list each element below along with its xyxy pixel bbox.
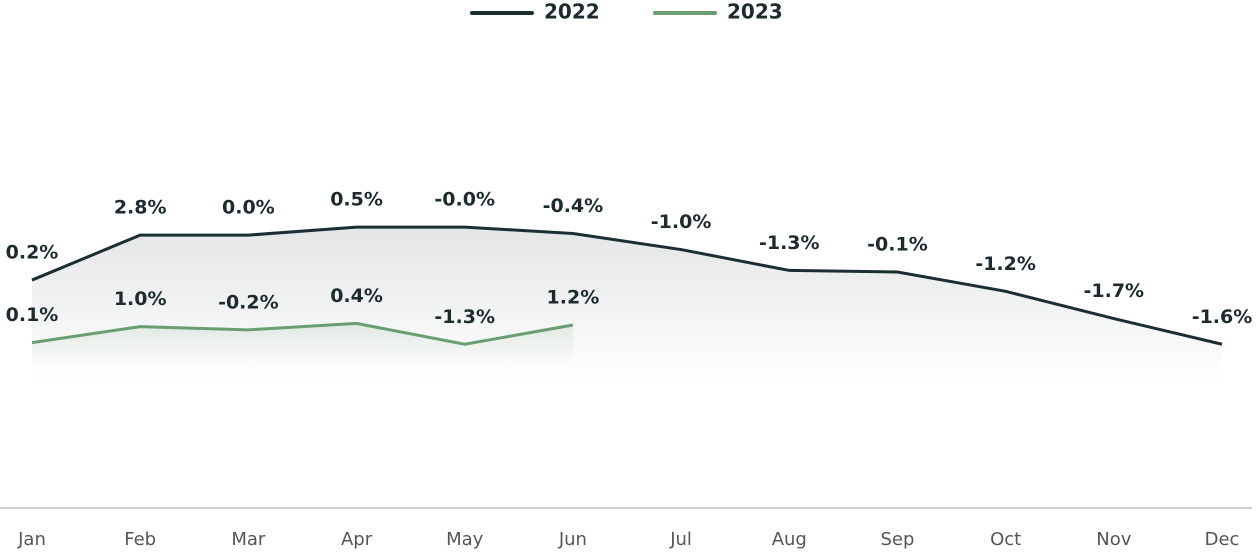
data-label: -0.2% [218, 291, 279, 313]
data-label: 0.0% [222, 197, 275, 219]
line [31, 321, 574, 346]
data-label: 2.8% [114, 197, 167, 219]
x-tick-label: Feb [124, 529, 156, 550]
data-label: 1.2% [547, 287, 600, 309]
data-label: -0.0% [434, 189, 495, 211]
x-tick-label: Dec [1205, 529, 1240, 550]
line [31, 225, 1223, 346]
data-label: -0.4% [543, 195, 604, 217]
x-tick-label: Aug [772, 529, 807, 550]
data-label: -1.2% [975, 253, 1036, 275]
x-tick-label: Mar [231, 529, 266, 550]
x-tick-label: Oct [990, 529, 1021, 550]
data-label: 0.2% [6, 242, 59, 264]
x-tick-label: May [446, 529, 484, 550]
legend-label: 2022 [544, 0, 600, 24]
x-tick-label: Jul [669, 529, 692, 550]
x-tick-label: Jan [17, 529, 46, 550]
data-label: 0.1% [6, 304, 59, 326]
data-label: -1.7% [1084, 280, 1145, 302]
x-tick-label: Nov [1096, 529, 1131, 550]
data-label: -1.0% [651, 211, 712, 233]
x-tick-label: Jun [558, 529, 587, 550]
data-label: -1.6% [1192, 306, 1253, 328]
data-label: -1.3% [759, 232, 820, 254]
legend-label: 2023 [727, 0, 783, 24]
data-label: 0.4% [330, 285, 383, 307]
data-label: -1.3% [434, 306, 495, 328]
data-label: -0.1% [867, 234, 928, 256]
data-label: 1.0% [114, 288, 167, 310]
data-label: 0.5% [330, 189, 383, 211]
area-fill [32, 323, 573, 365]
x-tick-label: Apr [341, 529, 373, 550]
x-tick-label: Sep [880, 529, 914, 550]
